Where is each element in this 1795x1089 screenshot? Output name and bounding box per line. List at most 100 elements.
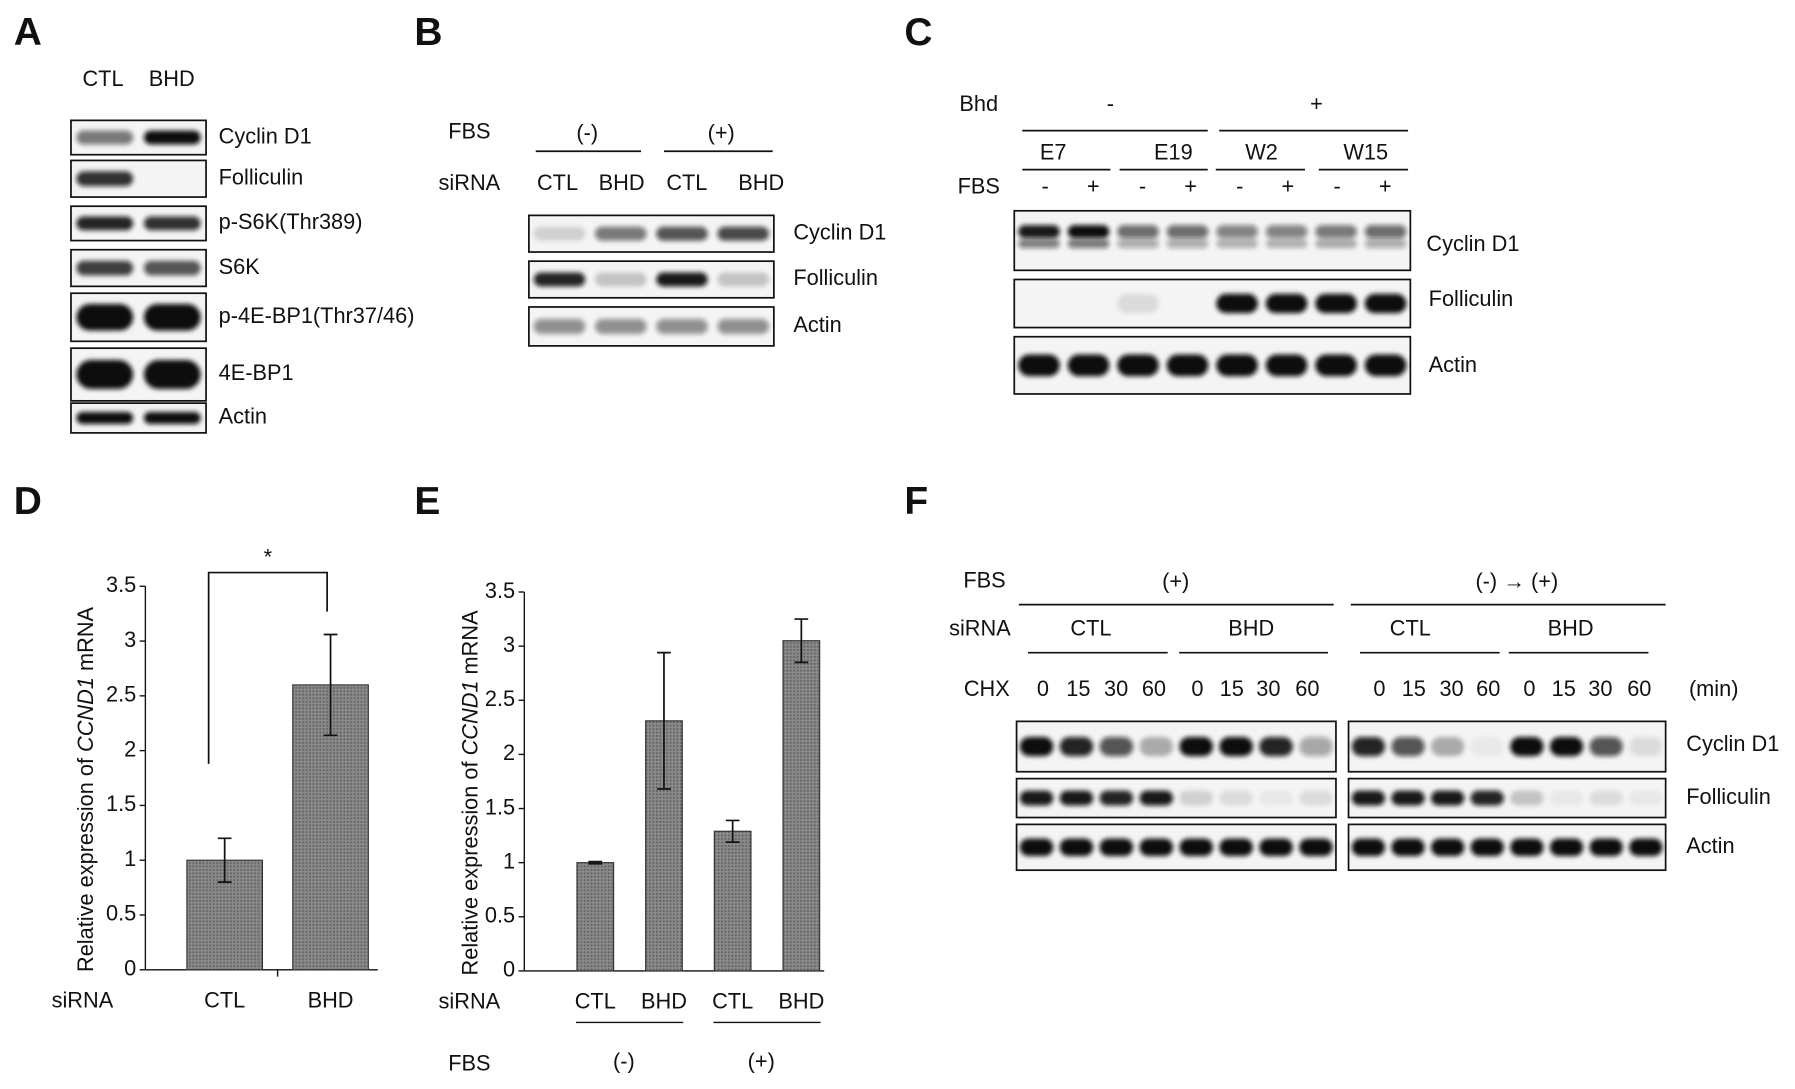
row-label: Cyclin D1 xyxy=(793,219,886,244)
band xyxy=(1166,354,1209,377)
y-tick-label: 2 xyxy=(124,736,136,761)
row-label: 4E-BP1 xyxy=(219,360,294,385)
band xyxy=(76,412,134,424)
error-bar xyxy=(725,819,740,843)
y-tick-label: 1 xyxy=(503,848,515,873)
band xyxy=(1351,838,1386,856)
sample-label: W2 xyxy=(1245,139,1278,164)
y-tick-label: 2 xyxy=(503,740,515,765)
time-label: 0 xyxy=(1373,676,1385,701)
band xyxy=(1018,225,1060,239)
header-label: FBS xyxy=(448,119,490,144)
band xyxy=(1259,838,1293,856)
band xyxy=(76,360,134,389)
band xyxy=(1179,736,1213,757)
lane-label: - xyxy=(1139,174,1146,199)
band xyxy=(1259,736,1293,757)
row-label: Cyclin D1 xyxy=(1686,731,1779,756)
band xyxy=(1430,736,1465,757)
band xyxy=(1315,238,1357,249)
band xyxy=(656,226,708,241)
band xyxy=(1117,354,1159,377)
row-label: Folliculin xyxy=(1686,784,1771,809)
y-tick-label: 0 xyxy=(503,957,515,982)
band xyxy=(1219,790,1253,806)
time-label: 0 xyxy=(1191,676,1203,701)
band xyxy=(76,171,134,187)
lane-label: + xyxy=(1379,174,1392,199)
row-label: Cyclin D1 xyxy=(1426,231,1519,256)
band xyxy=(1179,790,1213,806)
row-label: Folliculin xyxy=(219,164,304,189)
row-label: Folliculin xyxy=(1429,286,1514,311)
time-label: 60 xyxy=(1295,676,1319,701)
y-axis-label-part: CCND1 xyxy=(73,677,98,752)
error-bar xyxy=(217,837,232,883)
y-tick-label: 2.5 xyxy=(485,686,515,711)
band xyxy=(1117,238,1159,249)
panel-label: C xyxy=(904,11,932,54)
band xyxy=(1470,736,1504,757)
band xyxy=(143,216,201,231)
band xyxy=(533,272,586,287)
row-label: Actin xyxy=(793,312,841,337)
band xyxy=(143,260,201,276)
time-label: 15 xyxy=(1402,676,1426,701)
group-label: (+) xyxy=(748,1048,775,1073)
band xyxy=(1589,736,1623,757)
row-label: Actin xyxy=(1429,352,1477,377)
band xyxy=(1179,838,1213,856)
band xyxy=(1139,790,1174,806)
band xyxy=(1430,790,1465,806)
band xyxy=(1166,238,1209,249)
lane-label: BHD xyxy=(1548,616,1594,641)
band xyxy=(1364,225,1407,239)
band xyxy=(595,272,647,287)
time-label: 15 xyxy=(1066,676,1090,701)
band xyxy=(1067,238,1110,249)
time-label: 0 xyxy=(1037,676,1049,701)
time-label: 30 xyxy=(1256,676,1280,701)
row-label: S6K xyxy=(219,254,261,279)
y-axis-label-part: Relative expression of xyxy=(457,755,482,975)
error-bar xyxy=(657,651,671,790)
bar xyxy=(713,830,752,972)
band xyxy=(143,304,201,331)
band xyxy=(1219,838,1253,856)
band xyxy=(595,226,647,241)
y-axis-label-part: Relative expression of xyxy=(73,752,98,972)
band xyxy=(1166,225,1209,239)
band xyxy=(1018,354,1060,377)
y-tick-label: 0 xyxy=(124,956,136,981)
band xyxy=(143,412,201,424)
band xyxy=(1216,225,1258,239)
band xyxy=(1629,790,1663,806)
lane-label: BHD xyxy=(149,66,195,91)
y-tick-label: 3.5 xyxy=(485,578,515,603)
band xyxy=(1259,790,1293,806)
band xyxy=(1549,736,1584,757)
lane-label: BHD xyxy=(738,170,784,195)
y-axis-label-part: CCND1 xyxy=(457,680,482,755)
band xyxy=(656,319,708,334)
band xyxy=(1629,838,1663,856)
y-tick-label: 3.5 xyxy=(106,572,136,597)
bar xyxy=(782,640,821,972)
x-axis-label: siRNA xyxy=(439,989,501,1014)
band xyxy=(1510,736,1544,757)
panel-label: A xyxy=(14,11,42,54)
error-bar xyxy=(323,633,338,737)
band xyxy=(717,272,769,287)
band xyxy=(1589,838,1623,856)
band xyxy=(1019,838,1054,856)
band xyxy=(1018,238,1060,249)
band xyxy=(76,216,134,231)
time-label: 60 xyxy=(1476,676,1500,701)
sample-label: E7 xyxy=(1040,139,1067,164)
lane-label: CTL xyxy=(82,66,123,91)
y-axis-label-part: mRNA xyxy=(457,610,482,681)
band xyxy=(143,130,201,145)
panel-label: D xyxy=(14,480,42,523)
group-label: (+) xyxy=(1162,569,1189,594)
band xyxy=(1549,838,1584,856)
